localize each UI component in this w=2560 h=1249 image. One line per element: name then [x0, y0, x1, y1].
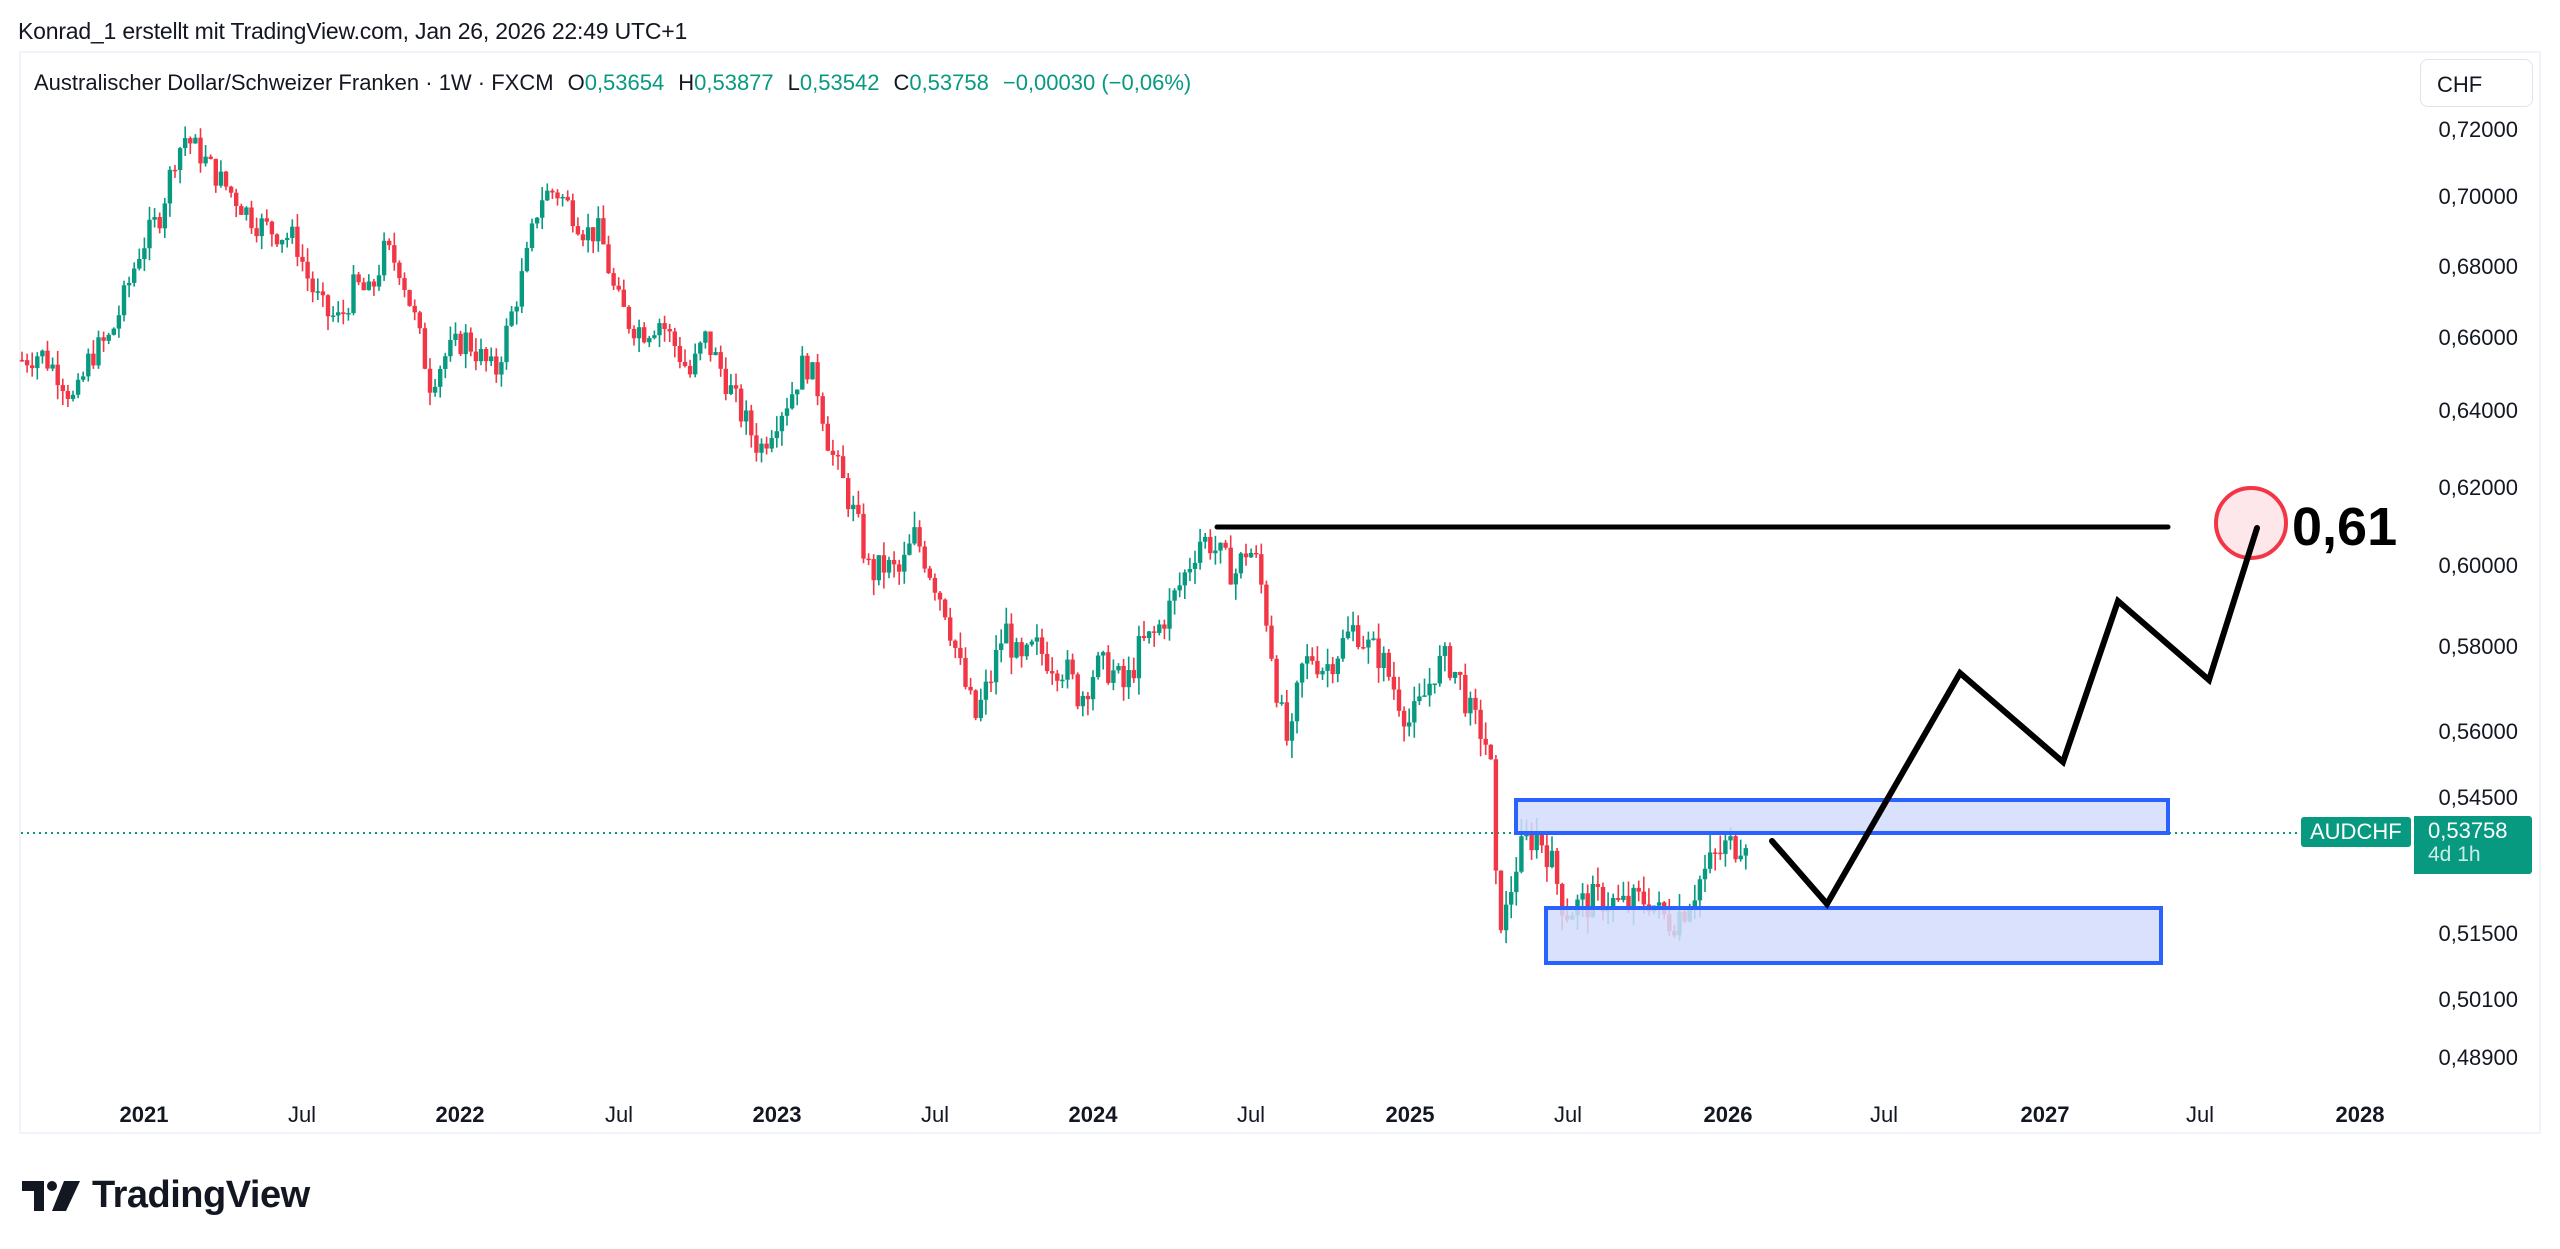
high-label: H: [678, 70, 695, 95]
time-tick-label: Jul: [1553, 1102, 1583, 1127]
projection-path[interactable]: [1769, 525, 2260, 910]
time-tick-label: 2025: [1385, 1102, 1435, 1127]
time-tick-label: Jul: [1869, 1102, 1899, 1127]
time-tick-label: 2027: [2020, 1102, 2070, 1127]
symbol-legend: Australischer Dollar/Schweizer Franken ·…: [34, 70, 1191, 96]
time-tick-label: Jul: [1236, 1102, 1266, 1127]
price-tick-label: 0,58000: [2438, 634, 2518, 659]
price-tick-label: 0,56000: [2438, 719, 2518, 744]
high-value: 0,53877: [694, 70, 774, 95]
target-circle-icon[interactable]: [2214, 486, 2288, 560]
time-tick-label: 2028: [2335, 1102, 2385, 1127]
upper-zone[interactable]: [1514, 798, 2170, 835]
close-label: C: [893, 70, 910, 95]
change-value: −0,00030 (−0,06%): [1002, 70, 1192, 95]
tradingview-logo[interactable]: TradingView: [22, 1174, 310, 1217]
zones[interactable]: [1514, 798, 2170, 965]
price-tick-label: 0,68000: [2438, 254, 2518, 279]
low-label: L: [787, 70, 800, 95]
time-tick-label: 2024: [1068, 1102, 1118, 1127]
price-tick-label: 0,51500: [2438, 921, 2518, 946]
time-tick-label: 2023: [752, 1102, 802, 1127]
time-tick-label: Jul: [287, 1102, 317, 1127]
price-tick-label: 0,72000: [2438, 117, 2518, 142]
open-label: O: [567, 70, 585, 95]
price-tick-label: 0,62000: [2438, 475, 2518, 500]
time-tick-label: Jul: [920, 1102, 950, 1127]
price-tick-label: 0,50100: [2438, 987, 2518, 1012]
current-price: 0,53758: [2428, 818, 2508, 843]
time-tick-label: Jul: [604, 1102, 634, 1127]
current-price-badge: 0,53758 4d 1h: [2414, 816, 2532, 874]
time-tick-label: 2021: [119, 1102, 169, 1127]
symbol-name[interactable]: Australischer Dollar/Schweizer Franken ·…: [34, 70, 554, 95]
tradingview-logo-text: TradingView: [92, 1174, 310, 1216]
currency-button[interactable]: CHF: [2420, 59, 2533, 107]
lower-zone[interactable]: [1544, 906, 2163, 965]
low-value: 0,53542: [799, 70, 880, 95]
price-tick-label: 0,54500: [2438, 785, 2518, 810]
chart-credit: Konrad_1 erstellt mit TradingView.com, J…: [18, 18, 688, 44]
price-tick-label: 0,70000: [2438, 184, 2518, 209]
time-tick-label: Jul: [2185, 1102, 2215, 1127]
time-tick-label: 2026: [1703, 1102, 1753, 1127]
target-price-label[interactable]: 0,61: [2292, 497, 2398, 557]
price-tick-label: 0,60000: [2438, 553, 2518, 578]
close-value: 0,53758: [909, 70, 989, 95]
price-tick-label: 0,48900: [2438, 1045, 2518, 1070]
time-tick-label: 2022: [435, 1102, 485, 1127]
bar-countdown: 4d 1h: [2428, 843, 2481, 866]
candlestick-series: [19, 126, 1748, 944]
price-tick-label: 0,66000: [2438, 325, 2518, 350]
price-tick-label: 0,64000: [2438, 398, 2518, 423]
symbol-price-tag: AUDCHF: [2301, 817, 2411, 847]
tradingview-logo-icon: [22, 1180, 80, 1211]
open-value: 0,53654: [584, 70, 665, 95]
